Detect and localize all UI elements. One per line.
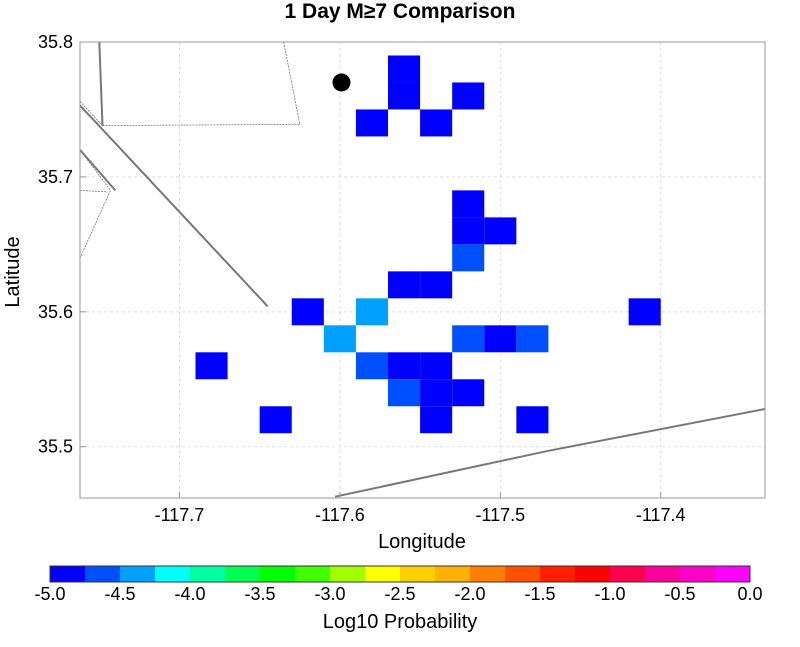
- fault-line: [334, 408, 766, 498]
- fault-line: [79, 149, 111, 259]
- fault-lines: [79, 41, 766, 498]
- y-axis-ticks: 35.5 35.6 35.7 35.8: [38, 32, 86, 457]
- probability-cell: [628, 298, 661, 326]
- fault-line: [98, 41, 104, 126]
- x-axis-ticks: -117.7 -117.6 -117.5 -117.4: [155, 492, 686, 525]
- colorbar-tick-label: -5.0: [34, 584, 65, 604]
- probability-cell: [388, 352, 421, 380]
- epicenter-dot: [332, 73, 351, 92]
- probability-cell: [452, 217, 485, 245]
- probability-cell: [516, 406, 549, 434]
- probability-cell: [355, 109, 389, 137]
- colorbar-swatch: [155, 566, 191, 582]
- colorbar-tick-label: -4.0: [174, 584, 205, 604]
- colorbar-tick-label: 0.0: [737, 584, 762, 604]
- probability-cell: [388, 55, 421, 83]
- probability-cell: [452, 190, 485, 218]
- x-tick-label: -117.5: [475, 505, 525, 525]
- colorbar-swatch: [260, 566, 296, 582]
- probability-cell: [452, 244, 485, 272]
- colorbar-swatch: [575, 566, 611, 582]
- fault-line: [79, 149, 117, 192]
- colorbar-tick-label: -3.0: [314, 584, 345, 604]
- probability-cell: [388, 271, 421, 299]
- probability-cell: [355, 298, 389, 326]
- y-tick-label: 35.8: [38, 32, 73, 52]
- probability-cell: [484, 217, 517, 245]
- colorbar-swatch: [680, 566, 716, 582]
- colorbar-swatch: [190, 566, 226, 582]
- colorbar-swatch: [540, 566, 576, 582]
- fault-line: [79, 41, 301, 127]
- plot-frame: [79, 41, 766, 499]
- probability-cell: [484, 325, 517, 353]
- colorbar: [49, 565, 751, 583]
- colorbar-tick-label: -0.5: [664, 584, 695, 604]
- fault-line: [79, 104, 269, 308]
- colorbar-swatch: [85, 566, 121, 582]
- colorbar-tick-label: -1.0: [594, 584, 625, 604]
- x-tick-label: -117.7: [155, 505, 205, 525]
- colorbar-swatch: [365, 566, 401, 582]
- colorbar-swatch: [505, 566, 541, 582]
- probability-cell: [452, 82, 485, 110]
- colorbar-swatch: [435, 566, 471, 582]
- probability-cells: [195, 55, 661, 434]
- probability-cell: [291, 298, 324, 326]
- colorbar-swatch: [295, 566, 331, 582]
- colorbar-frame: [49, 565, 751, 583]
- y-tick-label: 35.7: [38, 167, 73, 187]
- probability-cell: [452, 325, 485, 353]
- colorbar-swatch: [610, 566, 646, 582]
- chart-title: 1 Day M≥7 Comparison: [285, 0, 516, 23]
- colorbar-swatch: [645, 566, 681, 582]
- y-tick-label: 35.6: [38, 302, 73, 322]
- probability-cell: [516, 325, 549, 353]
- fault-line: [79, 190, 108, 193]
- colorbar-tick-label: -1.5: [524, 584, 555, 604]
- probability-cell: [420, 352, 453, 380]
- probability-cell: [259, 406, 292, 434]
- x-tick-label: -117.6: [315, 505, 365, 525]
- colorbar-tick-label: -4.5: [104, 584, 135, 604]
- x-tick-label: -117.4: [636, 505, 686, 525]
- probability-cell: [388, 379, 421, 407]
- colorbar-tick-label: -2.0: [454, 584, 485, 604]
- colorbar-label: Log10 Probability: [323, 611, 478, 633]
- probability-cell: [452, 379, 485, 407]
- colorbar-swatch: [50, 566, 86, 582]
- epicenter-marker: [332, 73, 351, 92]
- probability-cell: [388, 82, 421, 110]
- probability-cell: [420, 271, 453, 299]
- probability-cell: [420, 379, 453, 407]
- colorbar-tick-labels: -5.0 -4.5 -4.0 -3.5 -3.0 -2.5 -2.0 -1.5 -1.0 -0.5…: [34, 584, 762, 604]
- colorbar-tick-label: -3.5: [244, 584, 275, 604]
- colorbar-swatch: [715, 566, 751, 582]
- colorbar-swatch: [330, 566, 366, 582]
- probability-cell: [323, 325, 356, 353]
- colorbar-swatch: [470, 566, 506, 582]
- colorbar-swatch: [225, 566, 261, 582]
- y-tick-label: 35.5: [38, 437, 73, 457]
- colorbar-swatch: [400, 566, 436, 582]
- probability-cell: [195, 352, 228, 380]
- colorbar-swatch: [120, 566, 156, 582]
- probability-cell: [420, 109, 453, 137]
- probability-cell: [355, 352, 389, 380]
- colorbar-tick-label: -2.5: [384, 584, 415, 604]
- x-axis-label: Longitude: [378, 531, 466, 553]
- y-axis-label: Latitude: [2, 236, 24, 307]
- probability-cell: [420, 406, 453, 434]
